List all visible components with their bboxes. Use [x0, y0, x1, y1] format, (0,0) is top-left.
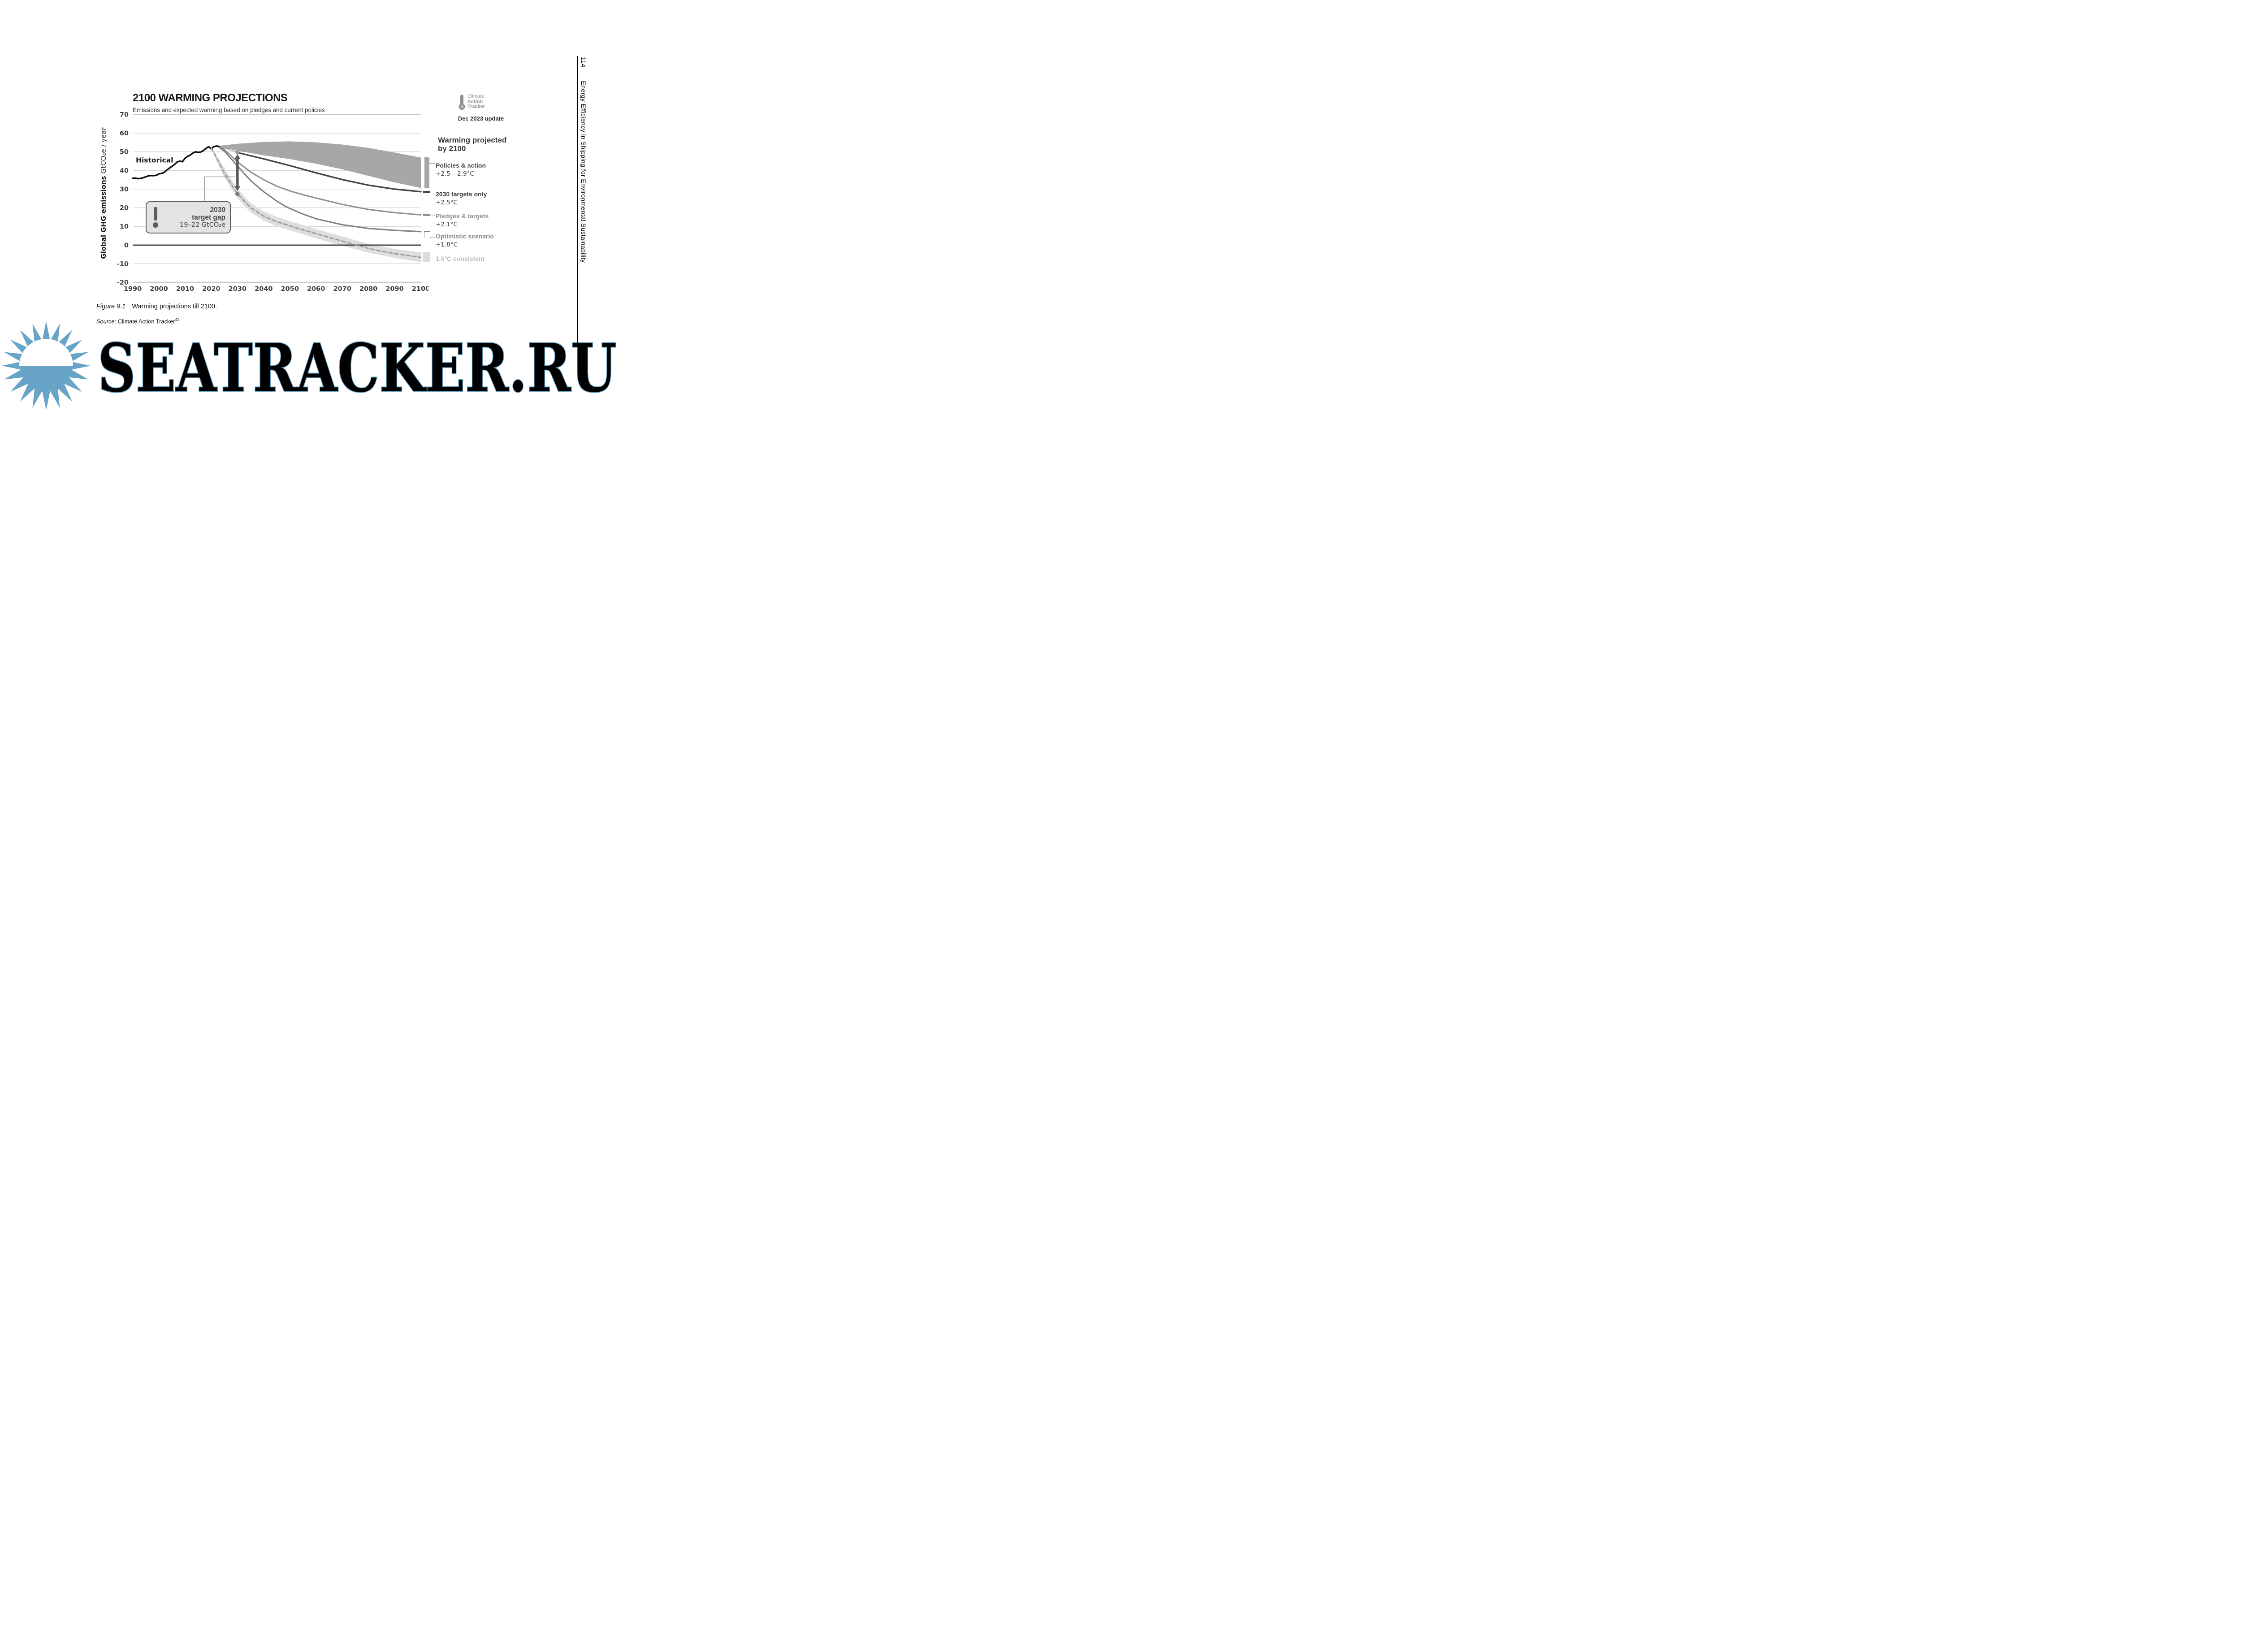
logo-wordmark: Climate Action Tracker: [467, 94, 485, 110]
watermark: SEATRACKER.RU: [2, 321, 618, 410]
legend-heading: Warming projected by 2100: [438, 136, 506, 153]
svg-text:50: 50: [120, 149, 129, 156]
legend-item-optimistic: Optimistic scenario +1.8°C: [436, 233, 534, 248]
svg-text:Historical: Historical: [136, 156, 173, 164]
svg-text:2080: 2080: [359, 285, 377, 293]
svg-text:2040: 2040: [255, 285, 273, 293]
target-gap-year: 2030: [210, 206, 225, 214]
chart-subtitle: Emissions and expected warming based on …: [133, 107, 325, 113]
legend-label: Pledges & targets: [436, 212, 489, 220]
svg-text:2020: 2020: [202, 285, 220, 293]
legend-temp: +1.8°C: [436, 241, 458, 248]
svg-text:20: 20: [120, 205, 129, 212]
legend-connector: [429, 163, 435, 164]
logo-line-action: Action: [467, 99, 483, 104]
svg-text:2050: 2050: [281, 285, 299, 293]
margin-rule: [577, 56, 578, 347]
svg-text:0: 0: [124, 242, 129, 249]
watermark-text: SEATRACKER.RU: [98, 329, 617, 407]
source-footnote-ref: 43: [175, 317, 180, 322]
svg-text:70: 70: [120, 112, 129, 119]
svg-text:2090: 2090: [385, 285, 403, 293]
svg-text:2030: 2030: [229, 285, 247, 293]
target-gap-text: 2030 target gap 19–22 GtCO₂e: [162, 206, 225, 229]
page-number: 114: [580, 57, 587, 68]
book-page: 2100 WARMING PROJECTIONS Emissions and e…: [0, 0, 619, 413]
source-line: Source: Climate Action Tracker43: [96, 317, 180, 324]
svg-text:10: 10: [120, 223, 129, 230]
climate-action-tracker-logo: Climate Action Tracker: [458, 94, 485, 110]
chart-title: 2100 WARMING PROJECTIONS: [133, 92, 288, 104]
logo-line-climate: Climate: [467, 94, 485, 99]
svg-text:60: 60: [120, 130, 129, 137]
svg-text:1990: 1990: [124, 285, 142, 293]
legend-item-policies-action: Policies & action +2.5 – 2.9°C: [436, 162, 534, 177]
source-text: : Climate Action Tracker: [114, 318, 175, 325]
update-date: Dec 2023 update: [458, 115, 504, 122]
legend-swatch-1p5c: [423, 252, 430, 262]
svg-text:2000: 2000: [150, 285, 168, 293]
svg-text:2100: 2100: [412, 285, 428, 293]
legend-swatch-optimistic: [424, 231, 430, 232]
legend-item-1p5c: 1.5°C consistent: [436, 255, 534, 262]
sun-dome: [19, 339, 73, 366]
figure-number: Figure 9.1: [96, 303, 126, 310]
svg-text:30: 30: [120, 186, 129, 193]
exclamation-icon: [152, 207, 159, 228]
book-title: Energy Efficiency in Shipping for Enviro…: [580, 81, 587, 263]
legend-swatch-pledges: [423, 214, 430, 216]
legend-label: 1.5°C consistent: [436, 255, 485, 262]
legend-item-pledges-targets: Pledges & targets +2.1°C: [436, 212, 534, 228]
svg-text:2010: 2010: [176, 285, 194, 293]
legend-heading-line2: by 2100: [438, 144, 466, 153]
emissions-plot: 1990 2000 2010 2020 2030 2040 2050 2060 2070 2080…: [100, 112, 428, 293]
legend-swatch-policies-band: [424, 157, 429, 188]
target-gap-label: target gap: [192, 213, 225, 221]
legend-label: Policies & action: [436, 162, 486, 169]
legend-temp: +2.5°C: [436, 199, 458, 206]
figure-caption-text: Warming projections till 2100.: [132, 303, 217, 310]
svg-text:40: 40: [120, 167, 129, 174]
legend-temp: +2.5 – 2.9°C: [436, 170, 474, 177]
legend-swatch-2030-targets: [423, 191, 430, 193]
logo-line-tracker: Tracker: [467, 104, 485, 109]
svg-text:2060: 2060: [307, 285, 325, 293]
svg-text:2070: 2070: [333, 285, 351, 293]
svg-text:Global GHG emissions GtCO₂e /: Global GHG emissions GtCO₂e / year: [100, 127, 108, 259]
source-label: Source: [96, 318, 115, 325]
legend-heading-line1: Warming projected: [438, 136, 507, 144]
legend-label: Optimistic scenario: [436, 233, 494, 240]
thermometer-icon: [459, 95, 465, 110]
legend-temp: +2.1°C: [436, 221, 458, 228]
target-gap-callout: 2030 target gap 19–22 GtCO₂e: [146, 201, 231, 234]
margin-header: 114 Energy Efficiency in Shipping for Env…: [580, 57, 587, 263]
figure-caption: Figure 9.1 Warming projections till 2100…: [96, 303, 217, 310]
target-gap-value: 19–22 GtCO₂e: [180, 221, 225, 229]
legend-label: 2030 targets only: [436, 190, 487, 198]
svg-text:-20: -20: [117, 279, 129, 286]
svg-text:-10: -10: [117, 260, 129, 268]
legend-item-2030-targets: 2030 targets only +2.5°C: [436, 190, 534, 206]
